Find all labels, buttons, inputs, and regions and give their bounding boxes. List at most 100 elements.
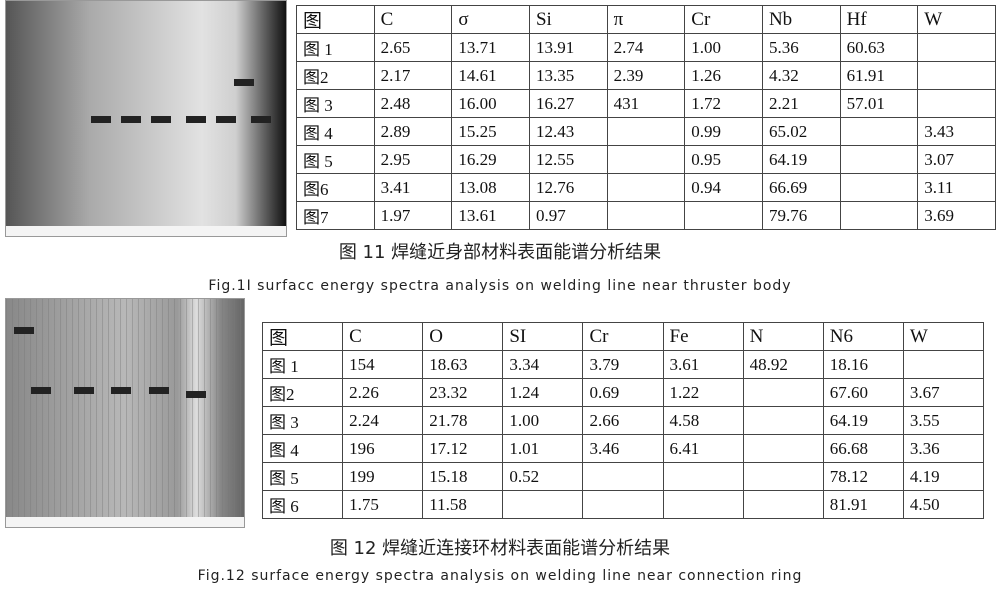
table-cell: 3.11 (917, 173, 996, 202)
table-cell (917, 89, 996, 118)
table-cell: 4.50 (902, 490, 985, 519)
table-cell: 图2 (261, 378, 344, 407)
table-cell (917, 61, 996, 90)
table-cell: 1.26 (684, 61, 763, 90)
table-cell: 64.19 (822, 406, 904, 435)
table-cell: 2.48 (373, 89, 453, 118)
table-cell: 2.89 (373, 117, 453, 146)
table-cell: 2.39 (606, 61, 686, 90)
header-cell: Cr (684, 5, 763, 34)
table-cell: 12.43 (528, 117, 608, 146)
table-cell: 18.63 (422, 350, 504, 379)
header-cell: Hf (839, 5, 919, 34)
table-cell: 2.24 (342, 406, 424, 435)
header-cell: C (342, 322, 424, 351)
table-cell: 4.58 (662, 406, 744, 435)
table-cell (742, 462, 824, 491)
sem-image-2 (5, 298, 245, 528)
table-row: 图 1 2.65 13.71 13.91 2.74 1.00 5.36 60.63 (296, 33, 996, 62)
table-cell: 1.00 (502, 406, 584, 435)
header-cell: π (606, 5, 686, 34)
table-cell: 1.01 (502, 434, 584, 463)
table-cell: 12.55 (528, 145, 608, 174)
sem-image-1 (5, 0, 287, 237)
table-cell: 3.79 (582, 350, 664, 379)
header-cell: C (373, 5, 453, 34)
table-cell (742, 378, 824, 407)
table-cell: 1.22 (662, 378, 744, 407)
table-cell: 79.76 (761, 201, 841, 230)
table-2: 图 C O SI Cr Fe N N6 W 图 1 154 18.63 3.34 3.79 3.61 48.9… (261, 322, 985, 519)
table-cell: 23.32 (422, 378, 504, 407)
table-cell: 图 1 (296, 33, 375, 62)
table-cell: 16.00 (451, 89, 530, 118)
table-cell: 3.67 (902, 378, 985, 407)
header-cell: Si (528, 5, 608, 34)
table-cell: 图 4 (296, 117, 375, 146)
table-row: 图 3 2.24 21.78 1.00 2.66 4.58 64.19 3.55 (261, 406, 985, 435)
table-cell: 57.01 (839, 89, 919, 118)
table-cell: 1.97 (373, 201, 453, 230)
table-cell (606, 117, 686, 146)
header-cell: SI (502, 322, 584, 351)
table-cell: 图6 (296, 173, 375, 202)
table-row: 图2 2.17 14.61 13.35 2.39 1.26 4.32 61.91 (296, 61, 996, 90)
table-cell: 16.29 (451, 145, 530, 174)
caption-cn-2: 图 12 焊缝近连接环材料表面能谱分析结果 (329, 538, 671, 559)
table-cell: 154 (342, 350, 424, 379)
table-cell (839, 201, 919, 230)
caption-en-2: Fig.12 surface energy spectra analysis o… (197, 568, 803, 584)
table-cell: 图 5 (296, 145, 375, 174)
table-cell: 0.94 (684, 173, 763, 202)
table-cell: 图 4 (261, 434, 344, 463)
header-cell: 图 (296, 5, 375, 34)
header-cell: Nb (761, 5, 841, 34)
table-cell: 6.41 (662, 434, 744, 463)
table-cell: 3.55 (902, 406, 985, 435)
table-cell: 81.91 (822, 490, 904, 519)
table-cell: 4.32 (761, 61, 841, 90)
table-row: 图 5 2.95 16.29 12.55 0.95 64.19 3.07 (296, 145, 996, 174)
table-cell (917, 33, 996, 62)
table-cell: 3.07 (917, 145, 996, 174)
table-cell: 21.78 (422, 406, 504, 435)
table-row: 图 5 199 15.18 0.52 78.12 4.19 (261, 462, 985, 491)
table-cell: 60.63 (839, 33, 919, 62)
table-cell: 0.97 (528, 201, 608, 230)
table-cell: 0.52 (502, 462, 584, 491)
table-row: 图 6 1.75 11.58 81.91 4.50 (261, 490, 985, 519)
header-cell: σ (451, 5, 530, 34)
table-cell (582, 462, 664, 491)
table-cell: 图7 (296, 201, 375, 230)
table-cell: 图2 (296, 61, 375, 90)
table-cell: 13.61 (451, 201, 530, 230)
table-row: 图 4 196 17.12 1.01 3.46 6.41 66.68 3.36 (261, 434, 985, 463)
table-cell (502, 490, 584, 519)
table-cell: 14.61 (451, 61, 530, 90)
table-cell: 3.43 (917, 117, 996, 146)
table-cell: 13.91 (528, 33, 608, 62)
table-cell: 0.99 (684, 117, 763, 146)
table-cell: 15.18 (422, 462, 504, 491)
table-cell: 65.02 (761, 117, 841, 146)
header-cell: 图 (261, 322, 344, 351)
table-cell: 1.24 (502, 378, 584, 407)
table-cell: 13.71 (451, 33, 530, 62)
header-cell: Fe (662, 322, 744, 351)
table-cell: 3.36 (902, 434, 985, 463)
header-cell: N6 (822, 322, 904, 351)
table-cell: 0.95 (684, 145, 763, 174)
table-cell: 图 6 (261, 490, 344, 519)
table-cell: 0.69 (582, 378, 664, 407)
table-cell: 2.17 (373, 61, 453, 90)
table-cell (839, 117, 919, 146)
table-cell: 4.19 (902, 462, 985, 491)
table-cell: 3.34 (502, 350, 584, 379)
table-cell: 1.75 (342, 490, 424, 519)
table-cell: 78.12 (822, 462, 904, 491)
table-cell: 2.21 (761, 89, 841, 118)
table-cell: 199 (342, 462, 424, 491)
table-cell: 图 5 (261, 462, 344, 491)
table-cell: 3.46 (582, 434, 664, 463)
